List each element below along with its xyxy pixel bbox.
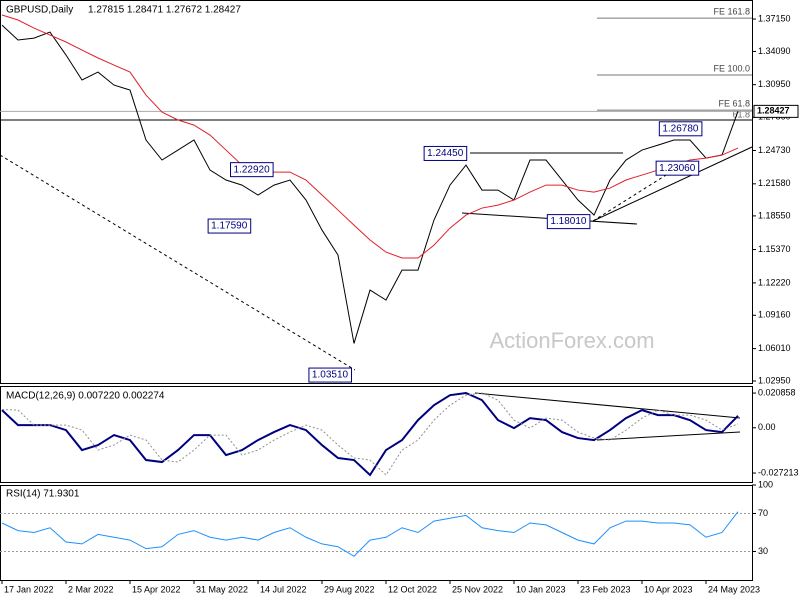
- annotation-box: [655, 160, 700, 176]
- annotation-label: 1.17590: [211, 221, 248, 232]
- y-tick-label: 1.12220: [758, 277, 791, 287]
- y-tick-label: 1.18550: [758, 210, 791, 220]
- fibo-label: FE 100.0: [713, 63, 750, 73]
- y-tick-label: 100: [758, 479, 773, 489]
- annotation-box: [423, 145, 468, 161]
- series-line: [1, 392, 739, 476]
- y-tick-label: 1.24730: [758, 145, 791, 155]
- y-tick-label: 1.09160: [758, 310, 791, 320]
- current-price-label: 1.28427: [757, 106, 790, 116]
- y-tick-label: 30: [758, 546, 768, 556]
- series-line: [1, 14, 739, 259]
- x-tick-label: 17 Jan 2022: [4, 584, 54, 594]
- annotation-label: 1.22920: [234, 164, 271, 175]
- fibo-label: FE 161.8: [713, 6, 750, 16]
- x-tick-label: 25 Nov 2022: [452, 584, 503, 594]
- y-tick-label: 1.30950: [758, 79, 791, 89]
- x-tick-label: 10 Jan 2023: [516, 584, 566, 594]
- y-tick-label: -0.027213: [758, 467, 799, 477]
- quote: 1.27815 1.28471 1.27672 1.28427: [88, 5, 241, 16]
- rsi-frame: [0, 485, 753, 581]
- annotation-box: [308, 367, 353, 383]
- macd-frame: [0, 386, 753, 483]
- annotation-label: 1.23060: [659, 163, 696, 174]
- watermark: ActionForex.com: [489, 328, 654, 353]
- x-tick-label: 12 Oct 2022: [388, 584, 437, 594]
- current-price-box: [753, 104, 799, 118]
- trend-line: [592, 146, 753, 222]
- y-tick-label: 1.21580: [758, 178, 791, 188]
- horizontal-line-label: 61.8: [732, 109, 750, 119]
- y-tick-label: 1.15370: [758, 244, 791, 254]
- annotation-box: [207, 218, 252, 234]
- chart-title: GBPUSD,Daily: [6, 5, 73, 16]
- y-tick-label: 1.34090: [758, 46, 791, 56]
- trend-line: [474, 392, 741, 419]
- annotation-label: 1.26780: [662, 123, 699, 134]
- annotation-label: 1.18010: [550, 216, 587, 227]
- x-tick-label: 24 May 2023: [708, 584, 760, 594]
- annotation-box: [658, 121, 703, 137]
- x-tick-label: 14 Jul 2022: [260, 584, 307, 594]
- series-line: [1, 24, 739, 344]
- y-tick-label: 70: [758, 508, 768, 518]
- annotation-box: [230, 162, 274, 178]
- y-tick-label: 0.00: [758, 422, 776, 432]
- price-frame: [0, 0, 753, 384]
- y-tick-label: 0.020858: [758, 387, 796, 397]
- x-tick-label: 10 Apr 2023: [644, 584, 693, 594]
- trend-line: [592, 159, 691, 222]
- y-tick-label: 1.02950: [758, 375, 791, 385]
- x-tick-label: 31 May 2022: [196, 584, 248, 594]
- macd-title: MACD(12,26,9) 0.007220 0.002274: [6, 391, 165, 402]
- rsi-title: RSI(14) 71.9301: [6, 489, 80, 500]
- fibo-label: FE 61.8: [718, 98, 750, 108]
- x-tick-label: 15 Apr 2022: [132, 584, 181, 594]
- annotation-box: [546, 214, 591, 230]
- x-tick-label: 23 Feb 2023: [580, 584, 631, 594]
- series-line: [1, 511, 739, 557]
- annotation-label: 1.03510: [312, 370, 349, 381]
- y-tick-label: 1.37150: [758, 13, 791, 23]
- y-tick-label: 1.06010: [758, 343, 791, 353]
- annotation-label: 1.24450: [427, 148, 464, 159]
- x-tick-label: 29 Aug 2022: [324, 584, 375, 594]
- frames: [0, 0, 753, 581]
- x-tick-label: 2 Mar 2022: [68, 584, 114, 594]
- trend-line: [596, 431, 741, 441]
